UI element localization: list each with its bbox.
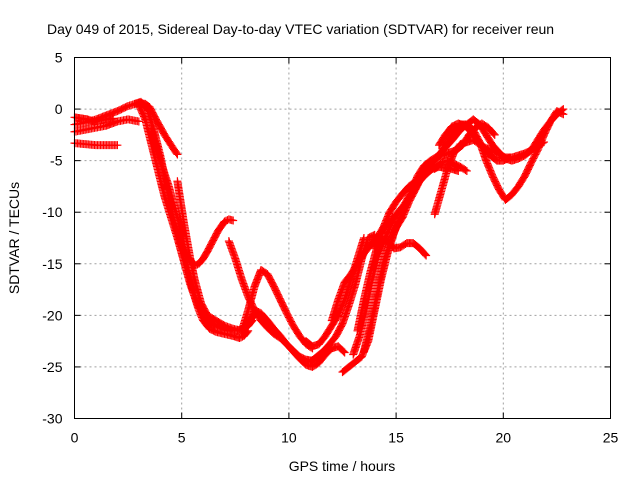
axis-ticks — [74, 57, 611, 419]
y-tick-label: -30 — [42, 411, 62, 427]
y-tick-label: -10 — [42, 204, 62, 220]
series-19 — [370, 235, 431, 260]
y-tick-label: -5 — [50, 153, 63, 169]
y-tick-label: 5 — [55, 50, 63, 66]
data-point — [462, 166, 471, 175]
data-point — [505, 153, 514, 162]
data-point — [489, 129, 498, 138]
data-point — [540, 138, 549, 147]
series-10 — [237, 265, 317, 353]
x-tick-label: 0 — [71, 430, 79, 446]
x-tick-label: 15 — [388, 430, 404, 446]
data-point — [340, 348, 349, 357]
plot-frame — [74, 57, 611, 419]
x-tick-label: 10 — [281, 430, 297, 446]
chart-title: Day 049 of 2015, Sidereal Day-to-day VTE… — [47, 21, 554, 37]
x-axis-title: GPS time / hours — [289, 458, 396, 474]
x-tick-label: 20 — [496, 430, 512, 446]
y-tick-label: -25 — [42, 359, 62, 375]
data-point — [339, 347, 348, 356]
series-22 — [434, 119, 514, 165]
x-tick-label: 25 — [603, 430, 619, 446]
data-points — [70, 97, 568, 377]
series-1 — [70, 139, 122, 150]
data-point — [488, 128, 497, 137]
data-point — [558, 105, 567, 114]
series-18 — [353, 105, 568, 335]
data-point — [134, 117, 143, 126]
x-tick-labels: 0 5 10 15 20 25 — [71, 430, 619, 446]
data-point — [229, 216, 238, 225]
data-point — [173, 150, 182, 159]
series-11 — [244, 306, 349, 371]
data-point — [172, 149, 181, 158]
x-tick-label: 5 — [178, 430, 186, 446]
data-point — [113, 141, 122, 150]
data-point — [461, 166, 470, 175]
data-point — [490, 130, 499, 139]
y-tick-labels: 5 0 -5 -10 -15 -20 -25 -30 — [42, 50, 62, 427]
data-point — [504, 154, 513, 163]
series-21 — [430, 156, 471, 175]
y-tick-label: -15 — [42, 256, 62, 272]
data-point — [420, 249, 429, 258]
data-point — [559, 105, 568, 114]
data-point — [538, 138, 547, 147]
y-tick-label: -20 — [42, 307, 62, 323]
series-3 — [70, 115, 143, 136]
data-point — [422, 251, 431, 260]
data-point — [421, 250, 430, 259]
y-tick-label: 0 — [55, 101, 63, 117]
y-axis-title: SDTVAR / TECUs — [6, 182, 22, 294]
